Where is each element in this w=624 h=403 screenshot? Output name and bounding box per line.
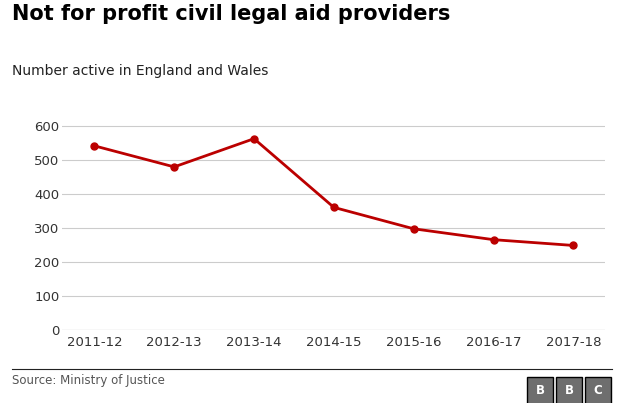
Text: Number active in England and Wales: Number active in England and Wales bbox=[12, 64, 269, 79]
Text: Not for profit civil legal aid providers: Not for profit civil legal aid providers bbox=[12, 4, 451, 24]
Text: C: C bbox=[593, 384, 602, 397]
Text: Source: Ministry of Justice: Source: Ministry of Justice bbox=[12, 374, 165, 387]
Text: B: B bbox=[565, 384, 573, 397]
Text: B: B bbox=[536, 384, 545, 397]
